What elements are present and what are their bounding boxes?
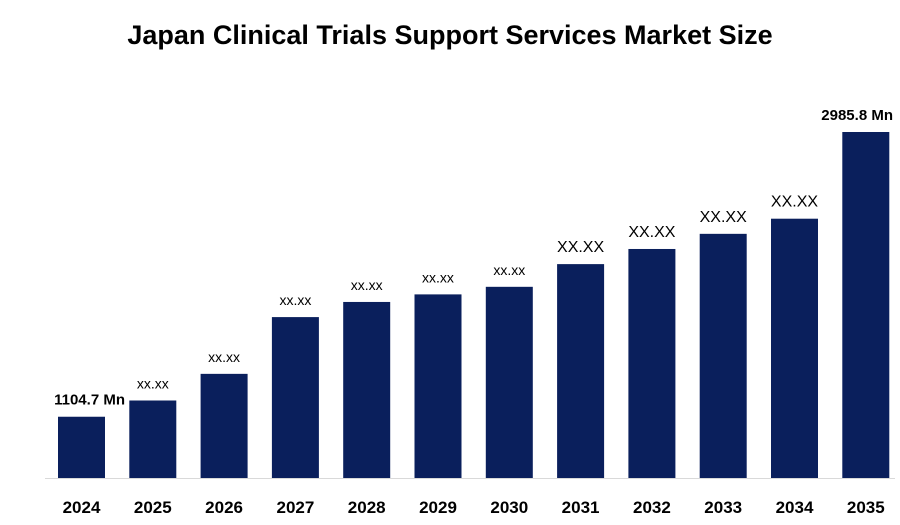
- bar-2024: [58, 416, 105, 478]
- data-label: xx.xx: [351, 277, 383, 293]
- x-tick-label: 2033: [704, 498, 742, 517]
- bar-2032: [628, 248, 676, 478]
- x-tick-label: 2029: [419, 498, 457, 517]
- x-tick-label: 2027: [276, 498, 314, 517]
- data-label: xx.xx: [422, 269, 454, 285]
- data-label: XX.XX: [557, 239, 604, 256]
- bar-2027: [271, 317, 319, 478]
- x-tick-label: 2032: [633, 498, 671, 517]
- bar-2034: [771, 218, 818, 478]
- x-tick-label: 2035: [847, 498, 885, 517]
- x-tick-label: 2034: [776, 498, 814, 517]
- x-tick-label: 2026: [205, 498, 243, 517]
- data-label: xx.xx: [493, 262, 525, 278]
- x-tick-label: 2028: [348, 498, 386, 517]
- data-labels-group: 1104.7 Mn xx.xx xx.xx xx.xx xx.xx xx.xx xx.xx X…: [54, 107, 893, 409]
- bars-group: [58, 132, 890, 478]
- data-label: xx.xx: [208, 349, 240, 365]
- bar-2026: [200, 373, 248, 478]
- x-tick-label: 2030: [490, 498, 528, 517]
- bar-2029: [414, 294, 462, 478]
- data-label: 2985.8 Mn: [821, 107, 893, 124]
- data-label: xx.xx: [279, 292, 311, 308]
- data-label: XX.XX: [628, 224, 675, 241]
- bar-2031: [557, 264, 605, 478]
- x-tick-label: 2031: [562, 498, 600, 517]
- bar-2033: [699, 233, 747, 478]
- bar-2025: [129, 400, 177, 478]
- bar-2028: [343, 301, 391, 478]
- data-label: XX.XX: [771, 194, 818, 211]
- bar-2030: [485, 286, 533, 478]
- x-tick-label: 2024: [63, 498, 101, 517]
- bar-2035: [842, 132, 890, 478]
- data-label: xx.xx: [137, 375, 169, 391]
- x-tick-labels-group: 2024 2025 2026 2027 2028 2029 2030 2031 2032 2033…: [63, 498, 885, 517]
- data-label: XX.XX: [700, 209, 747, 226]
- data-label: 1104.7 Mn: [54, 392, 125, 409]
- x-tick-label: 2025: [134, 498, 172, 517]
- chart-title: Japan Clinical Trials Support Services M…: [127, 20, 773, 50]
